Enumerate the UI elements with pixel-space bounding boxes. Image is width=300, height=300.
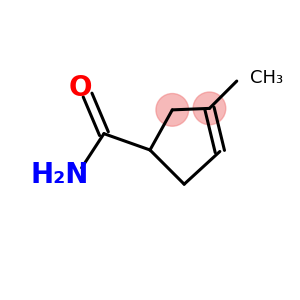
Circle shape [156,94,189,126]
Text: O: O [68,74,92,102]
Text: CH₃: CH₃ [250,69,283,87]
Circle shape [193,92,226,125]
Text: H₂N: H₂N [30,161,88,189]
